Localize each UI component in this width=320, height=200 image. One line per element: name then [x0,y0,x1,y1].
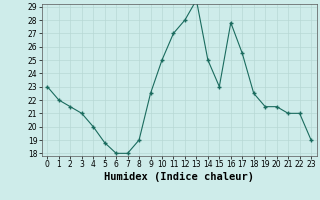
X-axis label: Humidex (Indice chaleur): Humidex (Indice chaleur) [104,172,254,182]
